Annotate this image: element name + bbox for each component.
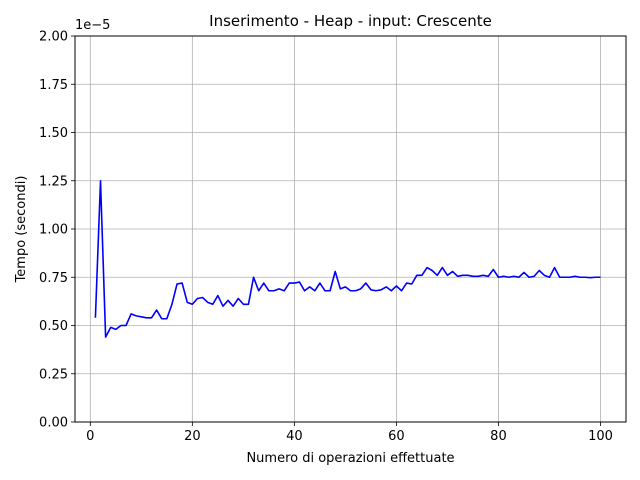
y-tick-label: 0.75: [39, 271, 68, 286]
y-scale-offset-label: 1e−5: [75, 18, 110, 33]
x-tick-label: 20: [184, 429, 201, 444]
y-tick-label: 2.00: [39, 30, 68, 45]
y-tick-label: 1.00: [39, 223, 68, 238]
x-tick-label: 100: [588, 429, 613, 444]
x-tick-label: 60: [388, 429, 405, 444]
x-tick-label: 40: [286, 429, 303, 444]
y-tick-label: 0.50: [39, 319, 68, 334]
y-tick-label: 0.25: [39, 367, 68, 382]
y-tick-label: 1.75: [39, 78, 68, 93]
series-group: [94, 179, 601, 338]
x-axis-label: Numero di operazioni effettuate: [246, 451, 454, 466]
y-tick-label: 1.25: [39, 174, 68, 189]
x-tick-label: 80: [490, 429, 507, 444]
chart-title: Inserimento - Heap - input: Crescente: [209, 12, 492, 30]
y-axis-ticks: 0.00 0.25 0.50 0.75 1.00 1.25 1.50 1.75 2.00: [39, 30, 75, 431]
grid-lines: [75, 35, 626, 423]
series-line: [94, 179, 601, 338]
y-tick-label: 0.00: [39, 416, 68, 431]
y-tick-label: 1.50: [39, 126, 68, 141]
y-axis-label: Tempo (secondi): [14, 176, 29, 284]
x-tick-label: 0: [86, 429, 94, 444]
x-axis-ticks: 0 20 40 60 80 100: [86, 422, 613, 444]
